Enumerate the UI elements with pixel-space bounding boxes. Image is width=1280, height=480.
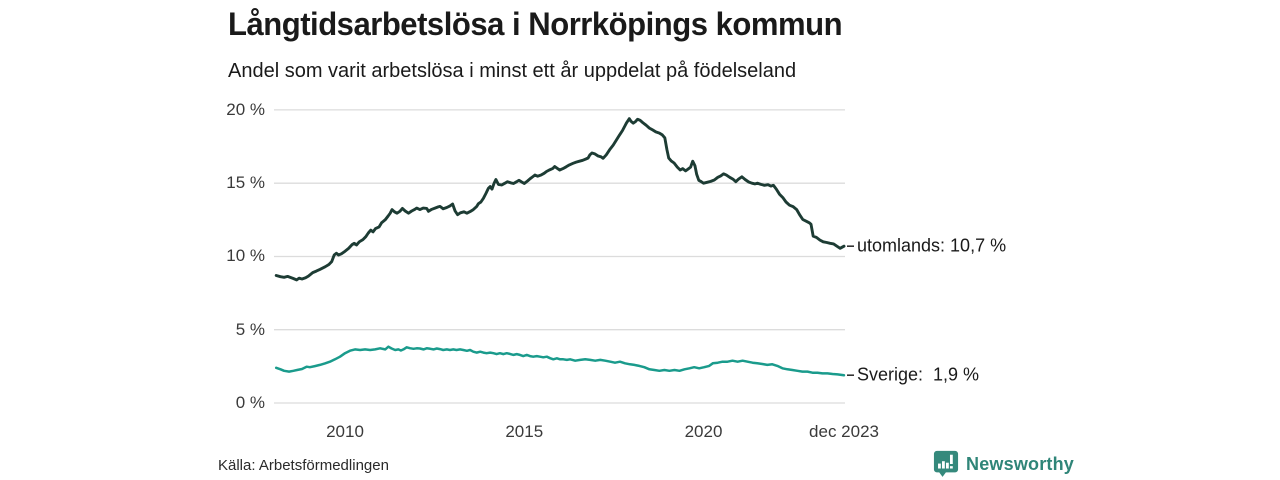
series-line-utomlands bbox=[274, 117, 846, 282]
y-tick-label-15: 15 % bbox=[226, 173, 265, 193]
y-tick-label-5: 5 % bbox=[235, 319, 265, 339]
x-tick-label-2010: 2010 bbox=[326, 422, 364, 441]
series-label-sverige: Sverige: 1,9 % bbox=[857, 364, 980, 385]
x-tick-label-dec-2023: dec 2023 bbox=[809, 422, 879, 441]
chart-subtitle: Andel som varit arbetslösa i minst ett å… bbox=[228, 60, 797, 82]
x-tick-label-2015: 2015 bbox=[505, 422, 544, 441]
y-tick-label-20: 20 % bbox=[226, 99, 265, 119]
page-title: Långtidsarbetslösa i Norrköpings kommun bbox=[228, 6, 843, 42]
y-tick-label-10: 10 % bbox=[226, 246, 265, 266]
series-line-sverige bbox=[274, 345, 846, 377]
y-tick-label-0: 0 % bbox=[235, 393, 265, 412]
series-label-utomlands: utomlands: 10,7 % bbox=[857, 235, 1007, 256]
brand-name: Newsworthy bbox=[966, 453, 1075, 474]
source-note: Källa: Arbetsförmedlingen bbox=[218, 457, 389, 474]
newsworthy-logo-icon bbox=[933, 450, 959, 477]
x-tick-label-2020: 2020 bbox=[684, 422, 723, 441]
brand-footer: Newsworthy bbox=[933, 450, 1074, 478]
